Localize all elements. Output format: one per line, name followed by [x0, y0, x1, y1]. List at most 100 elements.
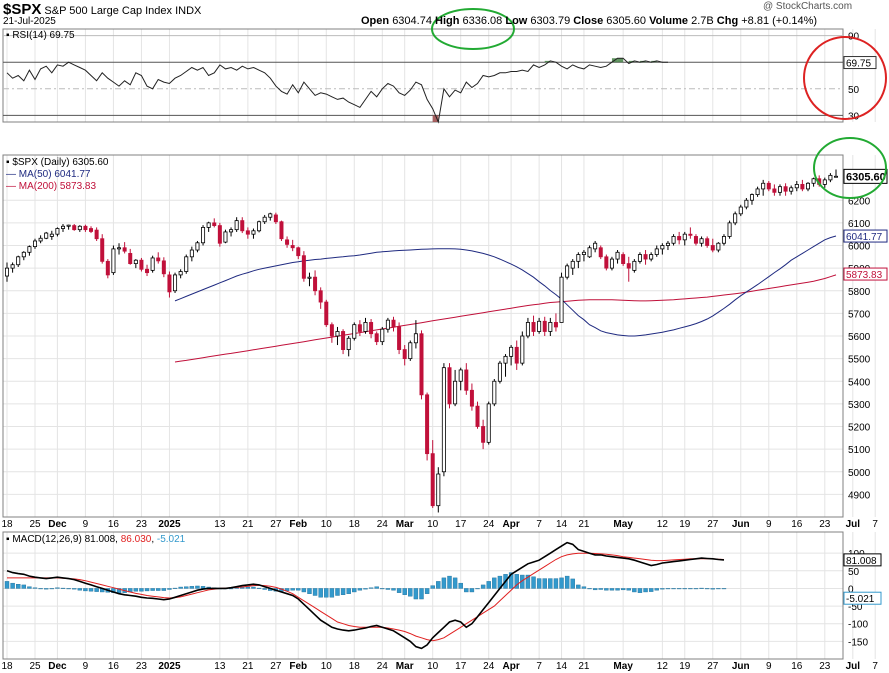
macd-hist-bar	[542, 578, 547, 589]
macd-hist-bar	[581, 586, 587, 589]
rsi-layer	[3, 35, 843, 124]
price-tick-label: 5200	[848, 423, 871, 434]
x-tick-label: 27	[707, 661, 719, 672]
macd-hist-bar	[699, 587, 704, 589]
candle-body	[609, 258, 614, 269]
macd-hist-bar	[38, 588, 43, 590]
candle-body	[341, 331, 346, 350]
candle-body	[441, 367, 446, 473]
x-tick-label: 27	[707, 519, 719, 530]
last-price-label: 6305.60	[846, 171, 886, 183]
macd-hist-bar	[301, 588, 307, 593]
x-tick-label: 27	[270, 661, 282, 672]
macd-hist-bar	[296, 588, 301, 591]
price-tick-label: 5100	[848, 445, 871, 456]
macd-hist-bar	[452, 577, 458, 589]
macd-legend-name: MACD(12,26,9)	[12, 534, 82, 545]
candle-body	[828, 174, 833, 181]
macd-hist-bar	[340, 588, 346, 595]
macd-hist-bar	[402, 588, 407, 595]
macd-hist-bar	[716, 588, 721, 590]
macd-hist-bar	[380, 588, 385, 590]
price-panel	[2, 154, 844, 518]
macd-hist-bar	[486, 581, 491, 589]
macd-hist-bar	[4, 581, 10, 589]
macd-hist-bar	[352, 588, 357, 593]
candle-body	[156, 257, 161, 262]
x-tick-label: 9	[766, 519, 772, 530]
macd-tick-label: -150	[848, 637, 868, 648]
candle-body	[447, 367, 452, 405]
macd-legend: ▪ MACD(12,26,9) 81.008, 86.030, -5.021	[6, 534, 186, 545]
macd-hist-bar	[195, 585, 200, 589]
candle-body	[38, 237, 43, 242]
candle-body	[352, 324, 357, 339]
x-tick-label: 13	[214, 661, 226, 672]
x-tick-label: 17	[455, 661, 467, 672]
macd-hist-bar	[245, 586, 251, 589]
price-tick-label: 5800	[848, 287, 871, 298]
last-price-box	[843, 168, 888, 184]
candle-body	[240, 220, 245, 232]
candle-body	[290, 245, 295, 249]
candle-body	[481, 426, 486, 443]
macd-hist-bar	[458, 582, 463, 589]
macd-hist-bar	[60, 587, 66, 589]
rsi-value-label: 69.75	[846, 59, 871, 70]
x-tick-label: 14	[556, 661, 568, 672]
x-tick-label: 18	[349, 661, 361, 672]
candle-body	[811, 178, 816, 184]
macd-hist-bar	[514, 574, 519, 589]
x-axis-layer: 18 25 Dec 9 16 23 2025 13 21 27 Feb 10 18 24 Mar 10 17 24…	[1, 519, 878, 672]
macd-hist-bar	[413, 588, 419, 600]
candle-body	[133, 259, 138, 264]
candle-body	[391, 319, 396, 328]
candle-body	[49, 233, 54, 237]
candle-body	[643, 254, 648, 260]
macd-hist-bar	[189, 586, 195, 589]
macd-hist-bar	[72, 588, 77, 590]
rsi-overbought-fill	[544, 60, 551, 63]
x-tick-label: 10	[321, 519, 333, 530]
candle-body	[5, 267, 10, 277]
x-tick-label: 23	[819, 661, 831, 672]
macd-hist-bar	[184, 586, 189, 589]
macd-hist-bar	[682, 588, 687, 590]
candle-body	[385, 319, 390, 330]
candle-body	[229, 229, 234, 233]
candle-body	[77, 225, 82, 231]
candle-body	[262, 216, 267, 223]
candle-body	[665, 242, 670, 246]
candle-body	[464, 369, 469, 391]
candle-body	[626, 263, 631, 269]
candle-body	[212, 222, 217, 226]
x-tick-label: 10	[427, 661, 439, 672]
ma50-line	[174, 235, 837, 337]
candle-body	[111, 248, 116, 274]
candle-body	[363, 322, 368, 332]
candle-body	[721, 236, 726, 244]
candle-body	[402, 349, 407, 360]
macd-hist-bar	[178, 586, 183, 589]
candle-body	[173, 274, 178, 292]
candle-body	[766, 182, 771, 190]
macd-hist-bar	[251, 586, 256, 589]
ma50-value-label: 6041.77	[846, 232, 883, 243]
x-tick-label: May	[613, 661, 633, 672]
candle-body	[716, 242, 721, 251]
x-tick-label: Jun	[732, 661, 750, 672]
x-tick-label: 21	[242, 661, 254, 672]
candle-body	[777, 186, 782, 193]
price-tick-label: 5300	[848, 400, 871, 411]
x-tick-label: 16	[791, 661, 803, 672]
candle-body	[436, 473, 441, 507]
candle-body	[234, 220, 239, 231]
high-value: 6336.08	[462, 15, 503, 27]
macd-hist-bar	[665, 588, 671, 590]
candle-body	[677, 236, 682, 241]
candle-body	[755, 188, 760, 195]
open-label: Open	[361, 15, 390, 27]
candle-body	[615, 251, 620, 260]
macd-hist-bar	[436, 581, 441, 589]
